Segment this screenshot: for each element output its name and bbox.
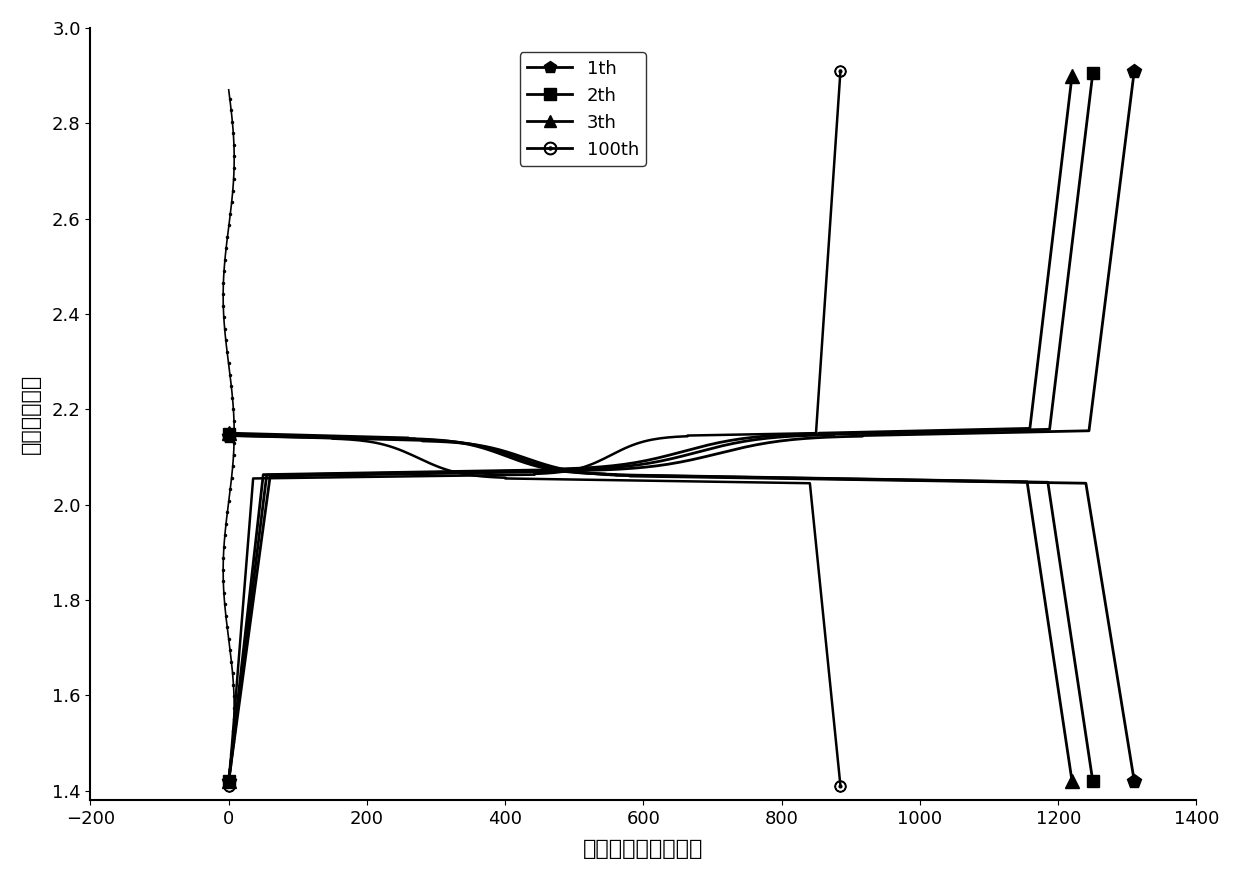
Y-axis label: 电压（伏特）: 电压（伏特） [21,374,41,454]
Legend: 1th, 2th, 3th, 100th: 1th, 2th, 3th, 100th [520,52,646,165]
X-axis label: 容量（毫安时／克）: 容量（毫安时／克） [583,840,703,859]
